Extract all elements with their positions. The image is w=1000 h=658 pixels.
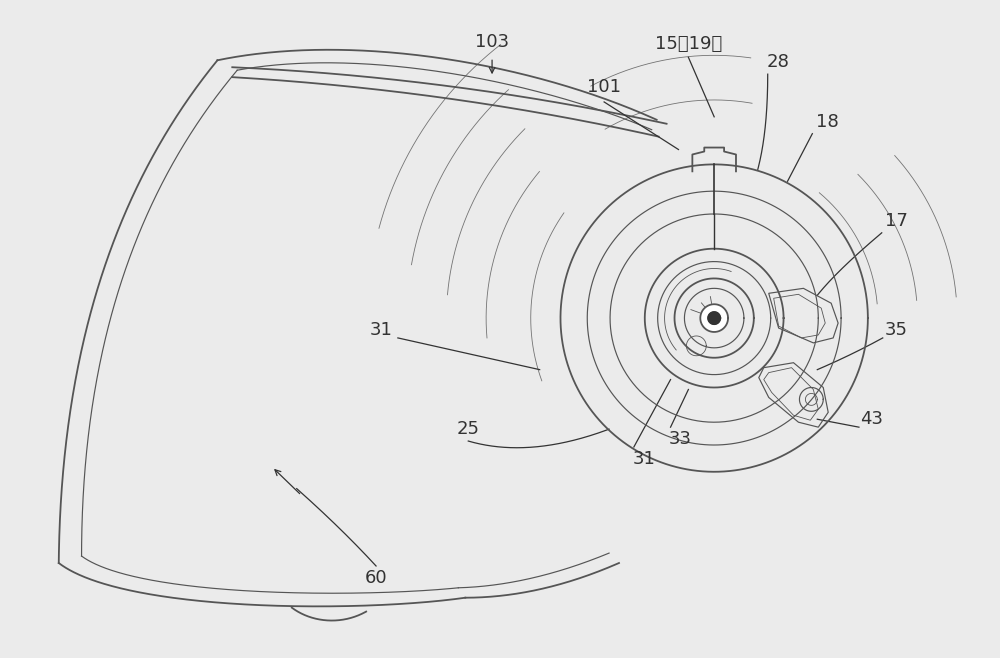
Text: 31: 31	[370, 321, 392, 339]
Text: 25: 25	[457, 420, 480, 438]
Text: 103: 103	[475, 34, 509, 51]
Text: 31: 31	[632, 450, 655, 468]
Text: 15（19）: 15（19）	[655, 36, 722, 53]
Polygon shape	[700, 304, 728, 332]
Text: 17: 17	[885, 212, 908, 230]
Polygon shape	[708, 312, 720, 324]
Text: 43: 43	[860, 410, 883, 428]
Text: 33: 33	[669, 430, 692, 448]
Text: 18: 18	[816, 113, 839, 131]
Text: 101: 101	[587, 78, 621, 96]
Text: 28: 28	[766, 53, 789, 71]
Text: 60: 60	[365, 569, 387, 587]
Text: 35: 35	[885, 321, 908, 339]
